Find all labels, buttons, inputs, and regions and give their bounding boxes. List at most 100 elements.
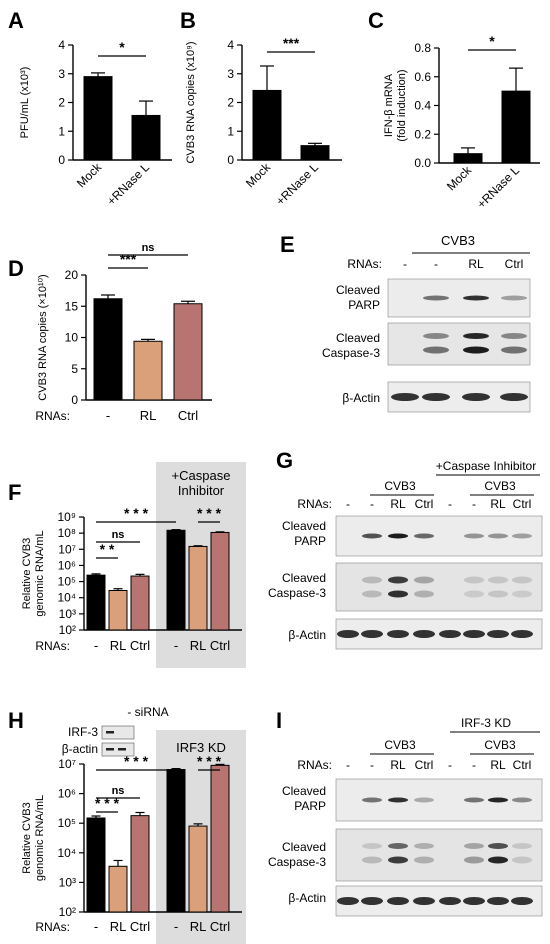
h-inset-box-irf3 bbox=[101, 725, 135, 740]
y-tick-label: 10⁴ bbox=[57, 591, 76, 605]
blot-e: CVB3 RNAs: - - RL Ctrl Cleaved PARP Cleav… bbox=[322, 233, 531, 413]
blot-band bbox=[488, 797, 508, 803]
panel-label-d: D bbox=[8, 256, 24, 281]
h-inset-band bbox=[118, 748, 126, 751]
x-tick-label: - bbox=[174, 919, 178, 934]
blot-band bbox=[512, 533, 532, 539]
blot-band bbox=[361, 897, 383, 905]
bar bbox=[188, 825, 208, 913]
blot-band bbox=[501, 295, 527, 301]
y-tick-label: 10 bbox=[65, 331, 79, 345]
blot-band bbox=[388, 533, 408, 539]
blot-g-membrane-casp3 bbox=[335, 562, 543, 612]
blot-i-membrane-casp3 bbox=[335, 828, 543, 882]
blot-lane-label: Ctrl bbox=[415, 497, 434, 511]
bar bbox=[453, 153, 483, 164]
blot-band bbox=[512, 797, 532, 803]
blot-band bbox=[487, 897, 509, 905]
bar bbox=[166, 529, 186, 631]
blot-band bbox=[463, 630, 485, 638]
panel-label-g: G bbox=[276, 448, 293, 473]
blot-g-row-casp3: Cleaved Caspase-3 bbox=[268, 571, 326, 600]
y-tick-label: 10² bbox=[59, 905, 76, 919]
sig-label: * * * bbox=[197, 753, 222, 769]
blot-band bbox=[388, 576, 408, 584]
blot-band bbox=[413, 897, 435, 905]
bar bbox=[252, 89, 282, 161]
blot-band bbox=[512, 856, 532, 864]
blot-band bbox=[464, 797, 484, 803]
blot-band bbox=[464, 843, 484, 849]
blot-band bbox=[463, 295, 489, 301]
blot-e-membrane-parp bbox=[387, 278, 531, 318]
panel-label-c: C bbox=[368, 8, 384, 33]
y-tick-label: 0.6 bbox=[414, 70, 431, 84]
blot-band bbox=[414, 797, 434, 803]
sig-label: * * bbox=[100, 541, 115, 557]
blot-band bbox=[388, 843, 408, 849]
blot-lane-label: Ctrl bbox=[513, 497, 532, 511]
bar bbox=[86, 574, 106, 631]
blot-band bbox=[423, 333, 449, 339]
blot-lane-label: - bbox=[370, 497, 374, 511]
y-axis-label: CVB3 RNA copies (x10⁹) bbox=[185, 41, 197, 163]
x-tick-label: RL bbox=[190, 638, 207, 653]
blot-band bbox=[463, 897, 485, 905]
blot-band bbox=[388, 797, 408, 803]
blot-e-membrane-casp3 bbox=[387, 322, 531, 366]
blot-band bbox=[414, 576, 434, 584]
blot-band bbox=[387, 897, 409, 905]
blot-band bbox=[362, 533, 382, 539]
blot-band bbox=[511, 630, 533, 638]
sig-label: * * * bbox=[124, 753, 149, 769]
y-tick-label: 10⁸ bbox=[58, 526, 76, 540]
h-inset-row-irf3: IRF-3 bbox=[68, 725, 98, 739]
sig-label: * * * bbox=[95, 795, 120, 811]
x-tick-label: Mock bbox=[243, 160, 274, 191]
sig-label: * bbox=[119, 39, 125, 55]
bar bbox=[166, 769, 186, 913]
bar bbox=[83, 76, 113, 161]
y-axis-label: Relative CVB3genomic RNA/mL bbox=[21, 795, 46, 881]
blot-g-treatment: +Caspase Inhibitor bbox=[436, 459, 536, 473]
blot-band bbox=[488, 856, 508, 864]
blot-band bbox=[512, 843, 532, 849]
y-tick-label: 0.8 bbox=[414, 41, 431, 55]
chart-c: 0.0 0.2 0.4 0.6 0.8 IFN-β mRNA(fold induction… bbox=[383, 33, 540, 211]
h-inset-band bbox=[106, 731, 114, 734]
y-tick-label: 0.0 bbox=[414, 156, 431, 170]
y-tick-label: 3 bbox=[58, 67, 65, 81]
y-tick-label: 10⁷ bbox=[58, 757, 76, 771]
bar bbox=[173, 303, 203, 401]
x-tick-label: - bbox=[174, 638, 178, 653]
x-tick-label: Ctrl bbox=[130, 919, 150, 934]
blot-i-group2: CVB3 bbox=[484, 738, 516, 752]
blot-band bbox=[388, 856, 408, 864]
y-tick-label: 10⁴ bbox=[57, 846, 76, 860]
bar bbox=[210, 531, 230, 631]
y-tick-label: 10⁶ bbox=[58, 558, 76, 572]
y-tick-label: 10⁶ bbox=[58, 787, 76, 801]
blot-lane-label: - bbox=[346, 758, 350, 772]
blot-band bbox=[488, 843, 508, 849]
y-tick-label: 10² bbox=[59, 623, 76, 637]
y-tick-label: 0.4 bbox=[414, 99, 431, 113]
blot-e-lane-label: Ctrl bbox=[505, 257, 524, 271]
blot-i: IRF-3 KD CVB3 CVB3 RNAs: - - RL Ctrl - - RL Ctr… bbox=[268, 716, 543, 917]
bar bbox=[108, 865, 128, 913]
blot-lane-label: RL bbox=[390, 758, 406, 772]
blot-g-group2: CVB3 bbox=[484, 479, 516, 493]
h-inset-blot: - siRNA IRF-3 β-actin bbox=[62, 705, 169, 757]
y-tick-label: 1 bbox=[58, 124, 65, 138]
blot-i-row-actin: β-Actin bbox=[288, 891, 326, 905]
blot-band bbox=[501, 346, 527, 354]
blot-lane-label: Ctrl bbox=[415, 758, 434, 772]
y-tick-label: 2 bbox=[58, 96, 65, 110]
sig-label: *** bbox=[120, 251, 137, 267]
bar bbox=[501, 90, 531, 164]
bar bbox=[210, 764, 230, 913]
x-tick-label: Mock bbox=[74, 160, 105, 191]
blot-g-group1: CVB3 bbox=[384, 479, 416, 493]
blot-e-row-actin: β-Actin bbox=[342, 391, 380, 405]
x-tick-label: RL bbox=[110, 919, 127, 934]
